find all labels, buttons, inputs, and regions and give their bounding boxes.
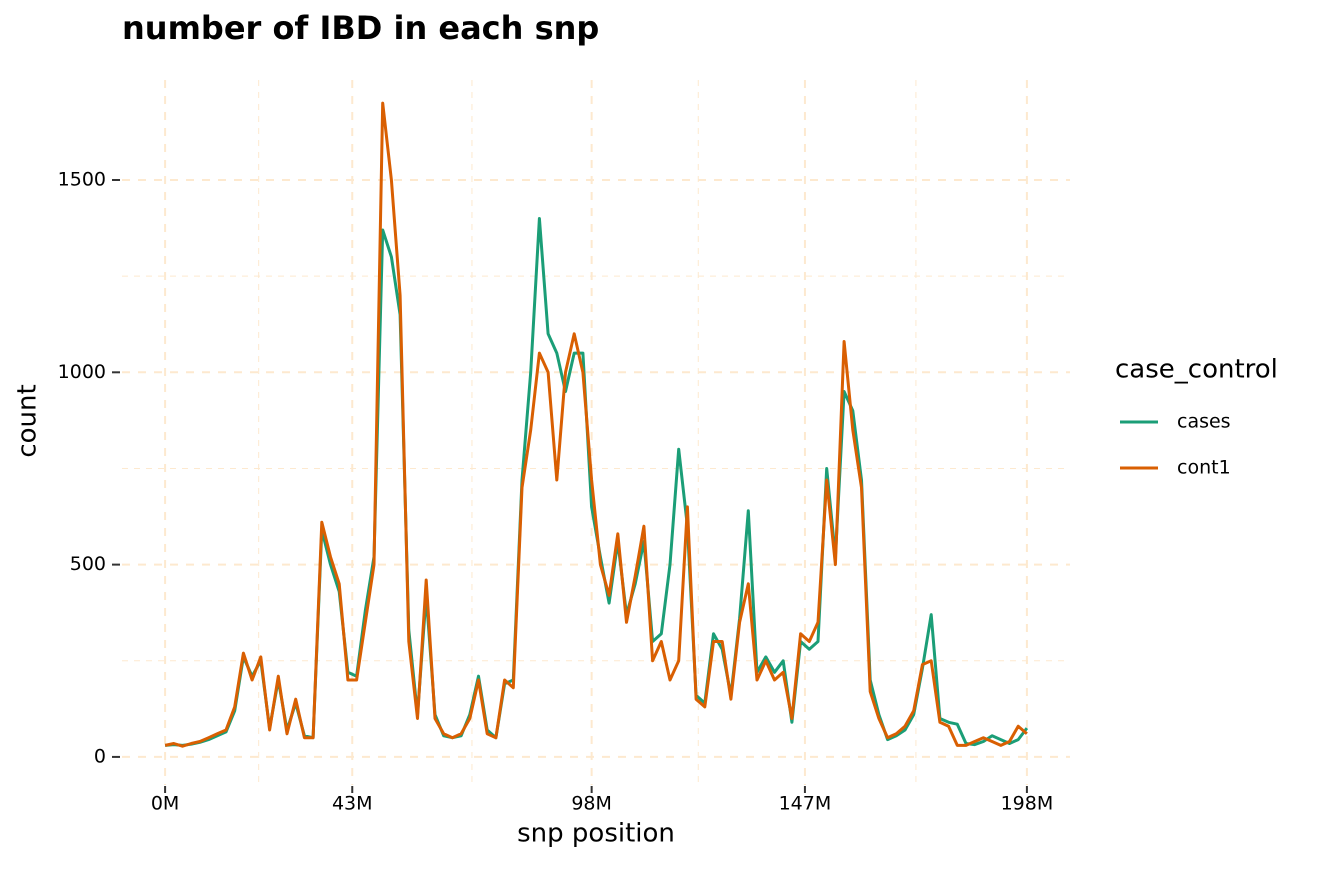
y-tick-label: 1500 [58,169,106,191]
chart-title: number of IBD in each snp [122,9,599,47]
y-axis-label: count [13,384,43,457]
x-tick-label: 43M [332,793,373,815]
y-tick-label: 0 [94,745,106,767]
line-series [164,101,1028,748]
line-series [164,217,1029,747]
y-tick-label: 500 [70,553,106,575]
y-tick-label: 1000 [58,361,106,383]
x-tick-label: 0M [151,793,179,815]
x-tick-label: 147M [779,793,832,815]
x-axis-label: snp position [517,819,675,849]
legend-label: cases [1177,411,1231,433]
legend-label: cont1 [1177,457,1231,479]
legend-title: case_control [1115,355,1278,385]
x-tick-label: 98M [571,793,612,815]
x-tick-label: 198M [1001,793,1054,815]
